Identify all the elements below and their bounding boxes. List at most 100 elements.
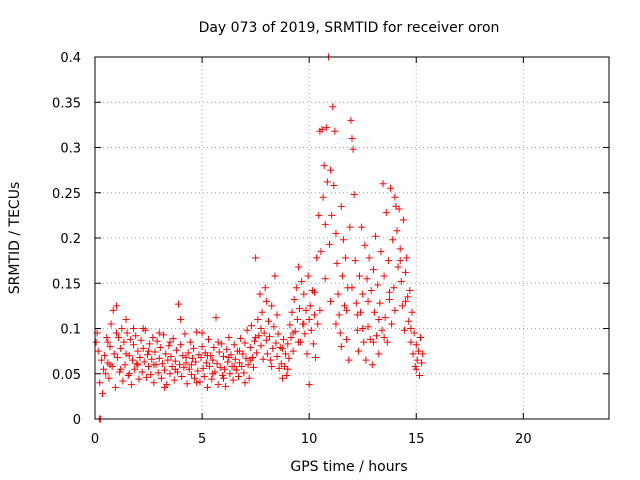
- data-point: [113, 353, 121, 361]
- data-point: [94, 347, 102, 355]
- data-point: [112, 302, 120, 310]
- data-point: [249, 363, 257, 371]
- data-point: [314, 320, 322, 328]
- data-point: [256, 290, 264, 298]
- data-point: [121, 361, 129, 369]
- data-point: [278, 344, 286, 352]
- data-point: [275, 364, 283, 372]
- data-point: [326, 240, 334, 248]
- data-point: [305, 381, 313, 389]
- data-point: [348, 134, 356, 142]
- data-point: [193, 379, 201, 387]
- data-point: [130, 341, 138, 349]
- data-point: [375, 315, 383, 323]
- data-point: [282, 350, 290, 358]
- data-point: [365, 254, 373, 262]
- data-point: [405, 317, 413, 325]
- data-point: [106, 361, 114, 369]
- data-point: [109, 306, 117, 314]
- data-point: [198, 329, 206, 337]
- data-point: [393, 227, 401, 235]
- data-point: [410, 329, 418, 337]
- data-point: [409, 350, 417, 358]
- data-point: [225, 353, 233, 361]
- data-point: [287, 334, 295, 342]
- data-point: [165, 342, 173, 350]
- data-point: [247, 322, 255, 330]
- data-point: [130, 325, 138, 332]
- data-point: [343, 306, 351, 314]
- data-point: [150, 379, 158, 387]
- data-point: [343, 335, 351, 343]
- data-point: [290, 296, 298, 304]
- data-point: [294, 263, 302, 271]
- data-point: [312, 353, 320, 361]
- x-tick-label: 10: [301, 432, 318, 447]
- data-point: [185, 365, 193, 373]
- data-point: [412, 365, 420, 373]
- data-point: [414, 347, 422, 355]
- data-point: [101, 352, 109, 360]
- data-point: [252, 254, 260, 262]
- data-point: [216, 363, 224, 371]
- data-point: [147, 371, 155, 379]
- data-point: [374, 281, 382, 289]
- data-point: [321, 275, 329, 283]
- data-point: [362, 356, 370, 364]
- y-tick-label: 0.35: [52, 96, 81, 111]
- data-point: [167, 353, 175, 361]
- data-point: [237, 334, 245, 342]
- data-point: [115, 334, 123, 342]
- data-point: [379, 180, 387, 188]
- data-point: [338, 272, 346, 280]
- data-point: [404, 293, 412, 301]
- data-point: [397, 277, 405, 285]
- data-point: [396, 245, 404, 253]
- data-point: [360, 338, 368, 346]
- data-point: [244, 361, 252, 369]
- data-point: [255, 332, 263, 340]
- data-point: [134, 347, 142, 355]
- data-point: [243, 326, 251, 334]
- data-point: [322, 124, 330, 132]
- data-point: [380, 334, 388, 342]
- data-point: [335, 311, 343, 319]
- data-point: [259, 355, 267, 363]
- data-point: [388, 320, 396, 328]
- data-point: [345, 356, 353, 364]
- data-point: [271, 272, 279, 280]
- x-tick-label: 15: [408, 432, 425, 447]
- data-point: [327, 297, 335, 305]
- data-point: [169, 334, 177, 342]
- data-point: [385, 296, 393, 304]
- data-point: [221, 365, 229, 373]
- data-point: [288, 308, 296, 316]
- data-point: [150, 361, 158, 369]
- data-point: [217, 340, 225, 348]
- data-point: [311, 288, 319, 296]
- data-point: [220, 353, 227, 361]
- data-point: [123, 329, 131, 337]
- data-point: [127, 381, 135, 389]
- data-point: [328, 211, 336, 219]
- data-point: [153, 337, 161, 345]
- data-point: [334, 290, 342, 298]
- data-point: [391, 193, 399, 201]
- data-point: [193, 328, 201, 336]
- data-point: [140, 358, 148, 366]
- data-point: [232, 366, 240, 374]
- data-point: [179, 352, 187, 360]
- data-point: [301, 330, 309, 338]
- data-point: [406, 286, 414, 294]
- data-point: [267, 356, 275, 364]
- data-point: [268, 302, 276, 310]
- y-tick-label: 0.3: [60, 142, 81, 157]
- data-point: [260, 329, 268, 337]
- data-point: [370, 308, 378, 316]
- data-point: [349, 145, 357, 153]
- data-point: [413, 356, 421, 364]
- data-point: [170, 376, 178, 384]
- data-point: [112, 329, 120, 337]
- data-point: [257, 325, 265, 332]
- data-point: [125, 352, 133, 360]
